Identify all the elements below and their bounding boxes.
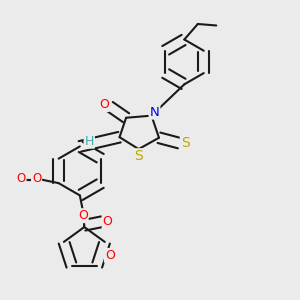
Text: H: H (85, 135, 94, 148)
Text: O: O (99, 98, 109, 111)
Text: O: O (103, 215, 112, 228)
Text: O: O (16, 172, 26, 184)
Text: O: O (78, 209, 88, 222)
Text: O: O (32, 172, 41, 185)
Text: S: S (181, 136, 190, 150)
Text: N: N (150, 106, 159, 118)
Text: O: O (105, 249, 115, 262)
Text: S: S (135, 149, 143, 163)
